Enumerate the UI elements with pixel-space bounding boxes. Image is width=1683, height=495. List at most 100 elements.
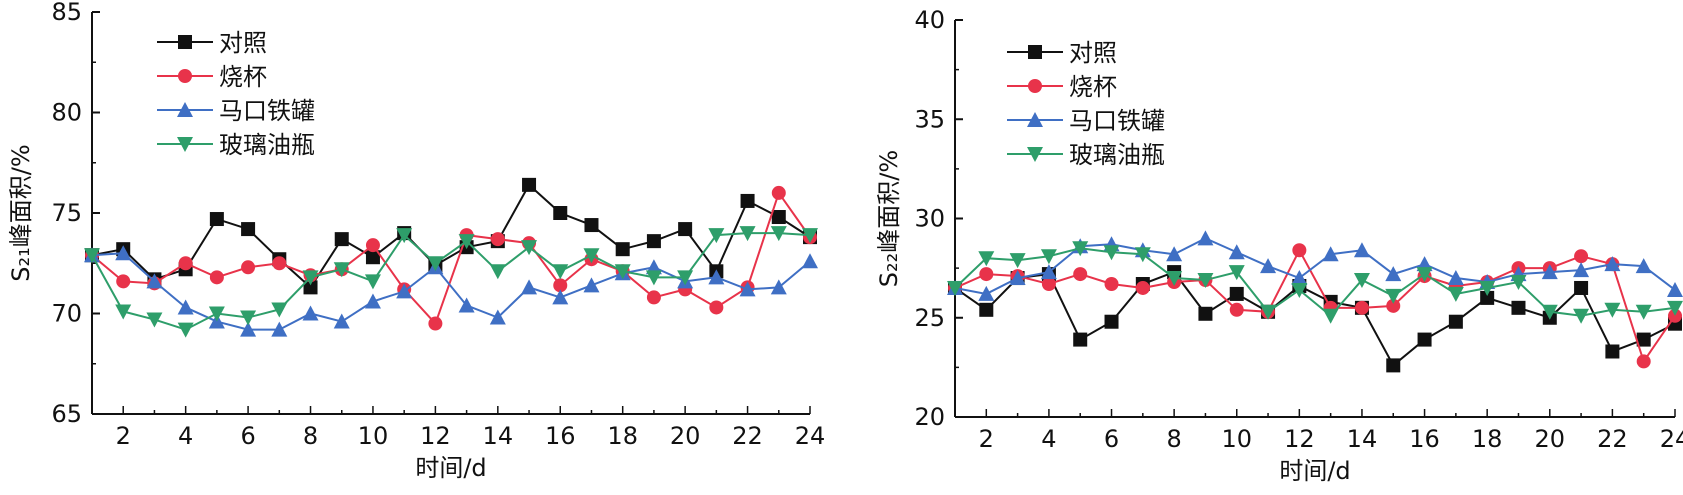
data-point <box>333 313 350 329</box>
data-point <box>1667 300 1683 316</box>
x-tick-label: 16 <box>545 422 576 450</box>
data-point <box>1198 306 1213 321</box>
data-point <box>178 256 193 271</box>
x-tick-label: 24 <box>1660 425 1683 453</box>
data-point <box>739 281 756 297</box>
x-tick-label: 4 <box>178 422 193 450</box>
y-tick-label: 65 <box>51 400 82 428</box>
data-point <box>1229 286 1244 301</box>
data-point <box>709 300 724 315</box>
legend-marker <box>178 35 192 49</box>
data-point <box>708 228 725 244</box>
legend-label: 对照 <box>1069 39 1117 67</box>
data-point <box>1135 280 1150 295</box>
series-line <box>954 247 1676 318</box>
data-point <box>208 306 225 322</box>
data-point <box>1604 256 1621 272</box>
x-tick-label: 6 <box>240 422 255 450</box>
data-point <box>521 240 538 256</box>
legend-marker <box>178 69 192 83</box>
series-line <box>91 183 811 289</box>
data-point <box>1416 267 1433 283</box>
data-point <box>1260 304 1277 320</box>
data-point <box>708 269 725 285</box>
data-point <box>1103 245 1120 261</box>
x-tick-label: 2 <box>979 425 994 453</box>
data-point <box>1635 304 1652 320</box>
legend-label: 烧杯 <box>219 63 267 91</box>
data-point <box>583 277 600 293</box>
data-point <box>1573 308 1590 324</box>
data-point <box>303 280 318 295</box>
x-tick-label: 4 <box>1041 425 1056 453</box>
x-axis-label: 时间/d <box>415 454 486 482</box>
data-point <box>1604 302 1621 318</box>
data-point <box>365 250 380 265</box>
data-point <box>771 185 786 200</box>
data-point <box>1636 332 1651 347</box>
y-tick-label: 70 <box>51 300 82 328</box>
data-point <box>802 228 818 244</box>
data-point <box>1511 300 1526 315</box>
data-point <box>1448 314 1463 329</box>
data-point <box>489 309 506 325</box>
data-point <box>1386 358 1401 373</box>
data-point <box>428 316 443 331</box>
data-point <box>522 177 537 192</box>
data-point <box>1353 242 1370 258</box>
data-point <box>1636 354 1651 369</box>
data-point <box>978 285 995 301</box>
data-point <box>1385 288 1402 304</box>
series-3 <box>84 245 818 337</box>
x-tick-label: 24 <box>795 422 826 450</box>
data-point <box>1386 298 1401 313</box>
x-tick-label: 20 <box>670 422 701 450</box>
data-point <box>1291 270 1308 286</box>
data-point <box>333 262 350 278</box>
data-point <box>1447 286 1464 302</box>
data-point <box>364 274 381 290</box>
data-point <box>1417 332 1432 347</box>
data-point <box>1228 244 1245 260</box>
y-tick-label: 20 <box>914 403 945 431</box>
x-tick-label: 6 <box>1104 425 1119 453</box>
data-point <box>615 242 630 257</box>
series-2 <box>948 243 1682 369</box>
data-point <box>489 264 506 280</box>
data-point <box>1009 270 1026 286</box>
x-tick-label: 10 <box>358 422 389 450</box>
data-point <box>458 297 475 313</box>
data-point <box>240 310 257 326</box>
data-point <box>1072 241 1089 257</box>
x-tick-label: 8 <box>1166 425 1181 453</box>
x-tick-label: 14 <box>483 422 514 450</box>
data-point <box>1635 258 1652 274</box>
data-point <box>645 270 662 286</box>
x-tick-label: 12 <box>1284 425 1315 453</box>
y-tick-label: 25 <box>914 304 945 332</box>
series-line <box>91 252 811 331</box>
data-point <box>979 302 994 317</box>
data-point <box>771 210 786 225</box>
data-point <box>302 305 319 321</box>
data-point <box>364 293 381 309</box>
y-tick-label: 30 <box>914 205 945 233</box>
data-point <box>646 290 661 305</box>
legend-marker <box>1027 147 1043 162</box>
legend-label: 玻璃油瓶 <box>219 131 315 159</box>
data-point <box>241 260 256 275</box>
x-tick-label: 18 <box>607 422 638 450</box>
data-point <box>1385 266 1402 282</box>
data-point <box>241 222 256 237</box>
data-point <box>1260 258 1277 274</box>
data-point <box>116 274 131 289</box>
data-point <box>1229 302 1244 317</box>
x-tick-label: 2 <box>116 422 131 450</box>
x-tick-label: 12 <box>420 422 451 450</box>
data-point <box>1574 249 1589 264</box>
series-4 <box>947 241 1683 324</box>
series-line <box>954 270 1676 367</box>
data-point <box>396 228 413 244</box>
data-point <box>1541 304 1558 320</box>
